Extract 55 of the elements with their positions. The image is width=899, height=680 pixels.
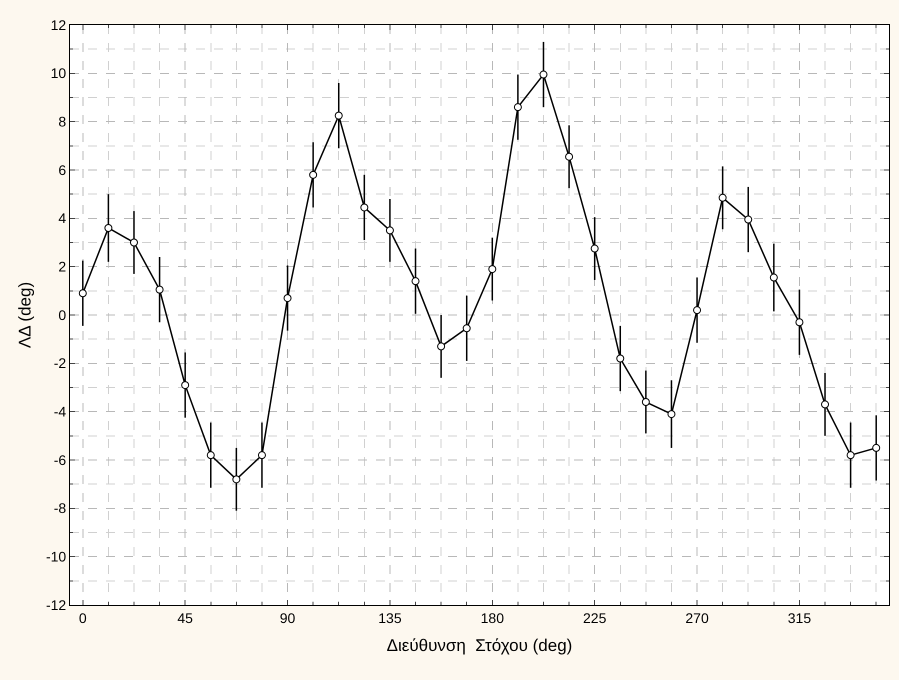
- x-tick-label: 225: [582, 610, 607, 626]
- point: [462, 324, 471, 332]
- point: [846, 451, 855, 460]
- x-tick-label: 315: [788, 610, 812, 626]
- point: [590, 244, 599, 253]
- point: [156, 286, 164, 294]
- y-tick-label: -6: [54, 452, 66, 468]
- y-tick-label: -2: [54, 355, 66, 372]
- point: [437, 342, 446, 350]
- point: [258, 451, 266, 460]
- x-tick-label: 135: [378, 610, 402, 626]
- point: [78, 289, 87, 298]
- point: [821, 400, 830, 408]
- point: [667, 410, 676, 418]
- y-tick-label: -4: [54, 404, 66, 420]
- point: [232, 475, 240, 484]
- point: [642, 398, 650, 406]
- x-tick-label: 45: [177, 610, 194, 626]
- x-tick-label: 90: [280, 610, 296, 626]
- point: [770, 274, 778, 282]
- y-tick-label: -8: [54, 500, 66, 516]
- point: [386, 226, 394, 234]
- point: [514, 103, 522, 112]
- point: [795, 318, 804, 326]
- y-tick-label: 10: [50, 65, 66, 82]
- y-tick-label: -10: [46, 548, 66, 565]
- point: [693, 306, 702, 314]
- point: [872, 444, 880, 452]
- point: [360, 203, 368, 212]
- point: [104, 224, 112, 232]
- point: [284, 294, 292, 302]
- point: [718, 194, 727, 202]
- point: [744, 216, 752, 224]
- y-tick-label: 2: [58, 258, 66, 275]
- point: [488, 265, 496, 274]
- point: [181, 381, 190, 390]
- x-tick-label: 270: [685, 610, 709, 626]
- point: [334, 112, 343, 120]
- y-tick-label: -12: [46, 596, 66, 613]
- y-tick-label: 8: [58, 114, 66, 130]
- y-axis-title: ΛΔ (deg): [16, 282, 35, 348]
- x-tick-label: 0: [78, 610, 87, 626]
- point: [565, 152, 574, 161]
- point: [616, 354, 624, 362]
- y-tick-label: 0: [58, 306, 66, 323]
- y-tick-label: 12: [50, 16, 66, 33]
- x-axis-title: Διεύθυνση Στόχου (deg): [386, 636, 572, 656]
- point: [309, 170, 318, 179]
- x-tick-label: 180: [480, 610, 504, 626]
- point: [206, 451, 215, 460]
- y-tick-label: 6: [58, 162, 66, 178]
- point: [130, 238, 138, 246]
- point: [412, 277, 420, 286]
- point: [539, 70, 548, 79]
- y-tick-label: 4: [58, 210, 66, 226]
